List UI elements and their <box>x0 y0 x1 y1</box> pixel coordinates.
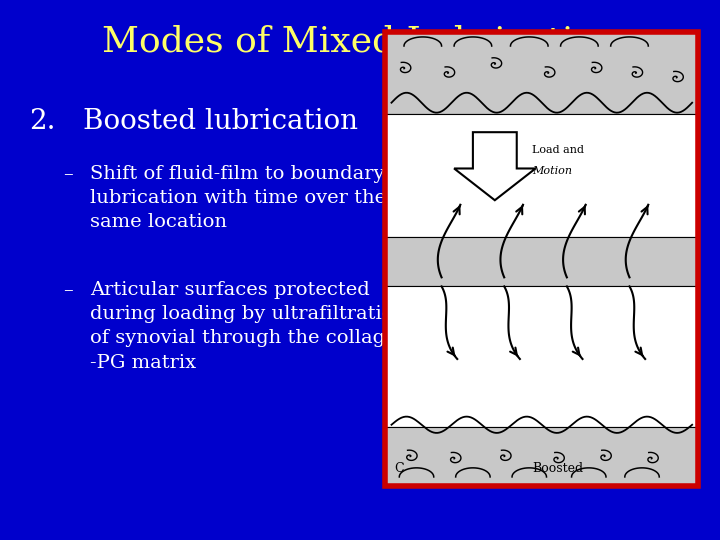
Bar <box>385 114 698 237</box>
Text: C: C <box>395 462 404 475</box>
Text: 2.: 2. <box>29 108 55 135</box>
Text: –: – <box>63 281 73 299</box>
Text: Motion: Motion <box>532 166 572 176</box>
Bar <box>385 32 698 486</box>
Text: Load and: Load and <box>532 145 585 156</box>
Bar <box>385 237 698 286</box>
Bar <box>385 286 698 427</box>
Text: Articular surfaces protected
during loading by ultrafiltration
of synovial throu: Articular surfaces protected during load… <box>90 281 409 372</box>
Text: Boosted lubrication: Boosted lubrication <box>83 108 358 135</box>
Text: –: – <box>63 165 73 183</box>
Text: Modes of Mixed Lubrication: Modes of Mixed Lubrication <box>102 24 618 58</box>
Text: Shift of fluid-film to boundary
lubrication with time over the
same location: Shift of fluid-film to boundary lubricat… <box>90 165 386 231</box>
Bar <box>385 427 698 486</box>
Text: Boosted: Boosted <box>532 462 583 475</box>
Polygon shape <box>454 132 536 200</box>
Bar <box>385 32 698 114</box>
Bar <box>385 32 698 486</box>
